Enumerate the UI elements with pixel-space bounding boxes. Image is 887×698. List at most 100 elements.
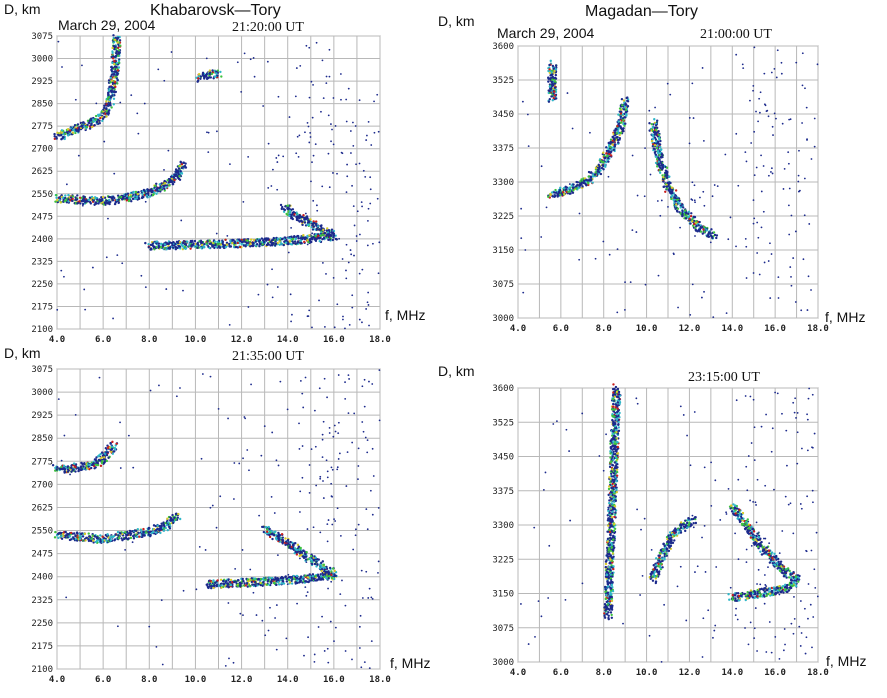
trace-point bbox=[330, 576, 334, 580]
trace-point bbox=[267, 583, 271, 586]
noise-point bbox=[692, 117, 695, 119]
trace-point bbox=[626, 96, 629, 99]
trace-point bbox=[68, 535, 71, 538]
noise-point bbox=[808, 223, 811, 225]
noise-point bbox=[313, 660, 316, 663]
trace-point bbox=[167, 525, 171, 529]
trace-point bbox=[281, 205, 284, 209]
trace-point bbox=[105, 459, 108, 463]
noise-point bbox=[644, 283, 647, 286]
noise-point bbox=[309, 136, 312, 138]
trace-point bbox=[199, 75, 203, 78]
trace-point bbox=[181, 241, 185, 245]
noise-point bbox=[323, 377, 326, 380]
noise-point bbox=[364, 175, 367, 178]
trace-point bbox=[303, 218, 306, 221]
noise-point bbox=[354, 528, 357, 531]
trace-point bbox=[289, 540, 292, 544]
noise-point bbox=[275, 648, 278, 651]
trace-point bbox=[183, 164, 187, 168]
trace-point bbox=[55, 468, 58, 471]
trace-point bbox=[155, 245, 158, 249]
trace-point bbox=[273, 530, 276, 534]
trace-point bbox=[663, 185, 666, 188]
noise-point bbox=[322, 420, 325, 423]
noise-point bbox=[371, 383, 374, 385]
noise-point bbox=[763, 574, 766, 576]
noise-point bbox=[745, 465, 748, 468]
noise-point bbox=[623, 308, 626, 311]
noise-point bbox=[330, 580, 333, 583]
trace-point bbox=[78, 200, 81, 203]
x-tick-label: 16.0 bbox=[323, 335, 345, 345]
y-tick-label: 2325 bbox=[31, 596, 53, 606]
trace-point bbox=[122, 196, 125, 199]
noise-point bbox=[332, 172, 334, 174]
noise-point bbox=[736, 618, 739, 621]
trace-point bbox=[116, 73, 119, 77]
noise-point bbox=[787, 151, 790, 154]
noise-point bbox=[636, 402, 639, 405]
noise-point bbox=[793, 596, 795, 598]
trace-point bbox=[243, 582, 246, 585]
noise-point bbox=[760, 190, 763, 193]
noise-point bbox=[589, 131, 591, 134]
noise-point bbox=[332, 97, 335, 99]
noise-point bbox=[163, 168, 165, 171]
trace-point bbox=[211, 69, 214, 72]
trace-point bbox=[575, 180, 578, 184]
noise-point bbox=[331, 128, 333, 131]
trace-point bbox=[98, 199, 102, 202]
trace-point bbox=[104, 446, 108, 450]
trace-point bbox=[81, 202, 85, 206]
trace-point bbox=[142, 530, 145, 534]
noise-point bbox=[522, 291, 525, 294]
noise-point bbox=[365, 308, 368, 310]
noise-point bbox=[729, 586, 732, 589]
trace-point bbox=[615, 132, 619, 135]
trace-point bbox=[53, 132, 56, 136]
trace-point bbox=[56, 465, 59, 469]
trace-point bbox=[330, 234, 333, 237]
trace-point bbox=[196, 246, 199, 250]
trace-point bbox=[54, 200, 57, 203]
noise-point bbox=[782, 188, 785, 190]
noise-point bbox=[750, 442, 753, 444]
noise-point bbox=[520, 603, 522, 605]
trace-point bbox=[312, 559, 316, 562]
noise-point bbox=[798, 189, 801, 192]
trace-point bbox=[304, 552, 307, 556]
noise-point bbox=[356, 210, 359, 213]
noise-point bbox=[326, 396, 328, 399]
noise-point bbox=[326, 470, 329, 473]
noise-point bbox=[270, 495, 273, 498]
noise-point bbox=[520, 207, 523, 210]
trace-point bbox=[553, 90, 556, 93]
trace-point bbox=[274, 576, 277, 579]
noise-point bbox=[755, 110, 757, 113]
trace-point bbox=[239, 585, 242, 588]
trace-point bbox=[603, 614, 606, 618]
trace-point bbox=[76, 194, 79, 197]
noise-point bbox=[328, 432, 331, 434]
noise-point bbox=[81, 204, 84, 207]
trace-point bbox=[108, 85, 111, 89]
trace-point bbox=[91, 463, 95, 466]
noise-point bbox=[692, 526, 695, 529]
trace-point bbox=[554, 73, 558, 77]
noise-point bbox=[336, 303, 339, 306]
noise-point bbox=[328, 48, 331, 51]
trace-point bbox=[297, 237, 300, 240]
noise-point bbox=[57, 398, 60, 401]
trace-point bbox=[101, 119, 104, 123]
noise-point bbox=[299, 65, 302, 67]
noise-point bbox=[799, 600, 802, 602]
noise-point bbox=[317, 626, 320, 628]
noise-point bbox=[333, 518, 335, 521]
noise-point bbox=[340, 151, 343, 154]
noise-point bbox=[233, 462, 236, 464]
noise-point bbox=[369, 176, 372, 179]
noise-point bbox=[802, 258, 805, 261]
trace-point bbox=[236, 578, 240, 582]
